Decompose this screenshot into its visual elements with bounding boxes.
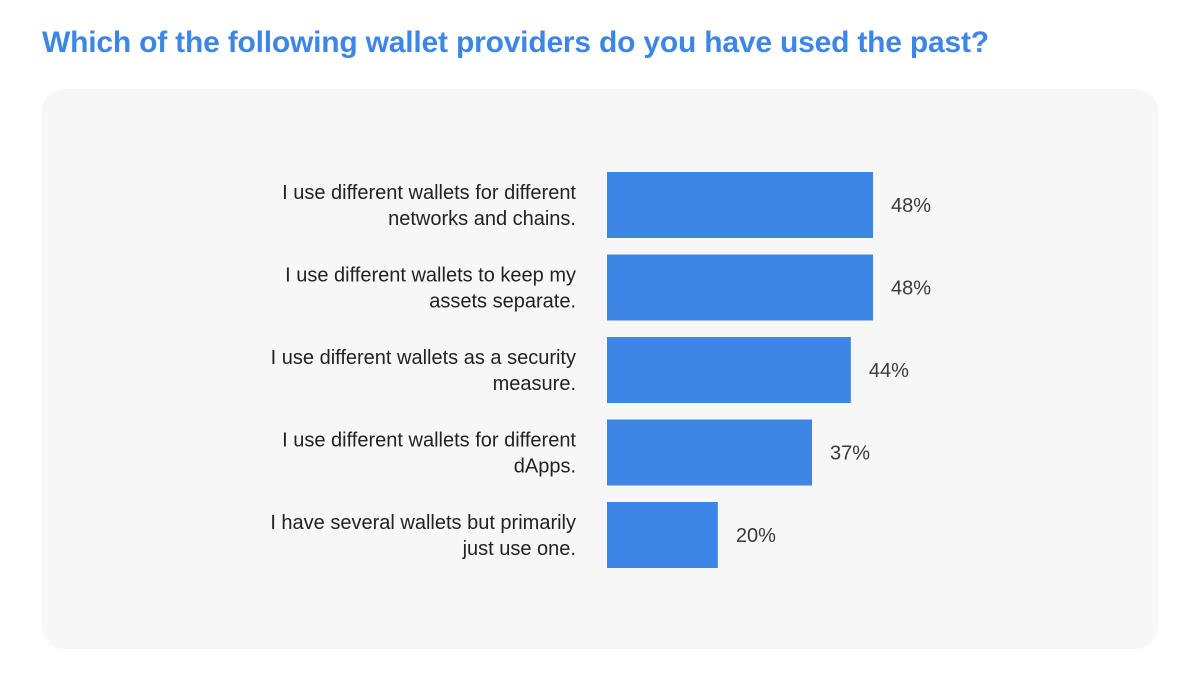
page-title: Which of the following wallet providers … [42, 26, 989, 59]
bar-value-label: 44% [869, 360, 909, 382]
bar [607, 172, 873, 238]
labels-layer: 48% I use different wallets for different… [270, 182, 931, 560]
bar-value-label: 48% [891, 195, 931, 217]
category-label: measure. [493, 373, 576, 395]
bar [607, 254, 873, 321]
category-label: assets separate. [429, 291, 576, 313]
category-label: I use different wallets to keep my [285, 265, 576, 287]
category-label: networks and chains. [388, 208, 576, 230]
category-label: I use different wallets as a security [271, 347, 576, 369]
category-label: I use different wallets for different [282, 430, 576, 452]
bars-layer [607, 172, 873, 568]
bar-value-label: 48% [891, 278, 931, 300]
bar-value-label: 37% [830, 443, 870, 465]
category-label: just use one. [462, 538, 576, 560]
category-label: I use different wallets for different [282, 182, 576, 204]
bar [607, 502, 718, 568]
bar-value-label: 20% [736, 525, 776, 547]
bar [607, 337, 851, 403]
chart-panel [42, 89, 1158, 649]
category-label: dApps. [514, 456, 576, 478]
bar [607, 419, 813, 486]
category-label: I have several wallets but primarily [270, 512, 576, 534]
